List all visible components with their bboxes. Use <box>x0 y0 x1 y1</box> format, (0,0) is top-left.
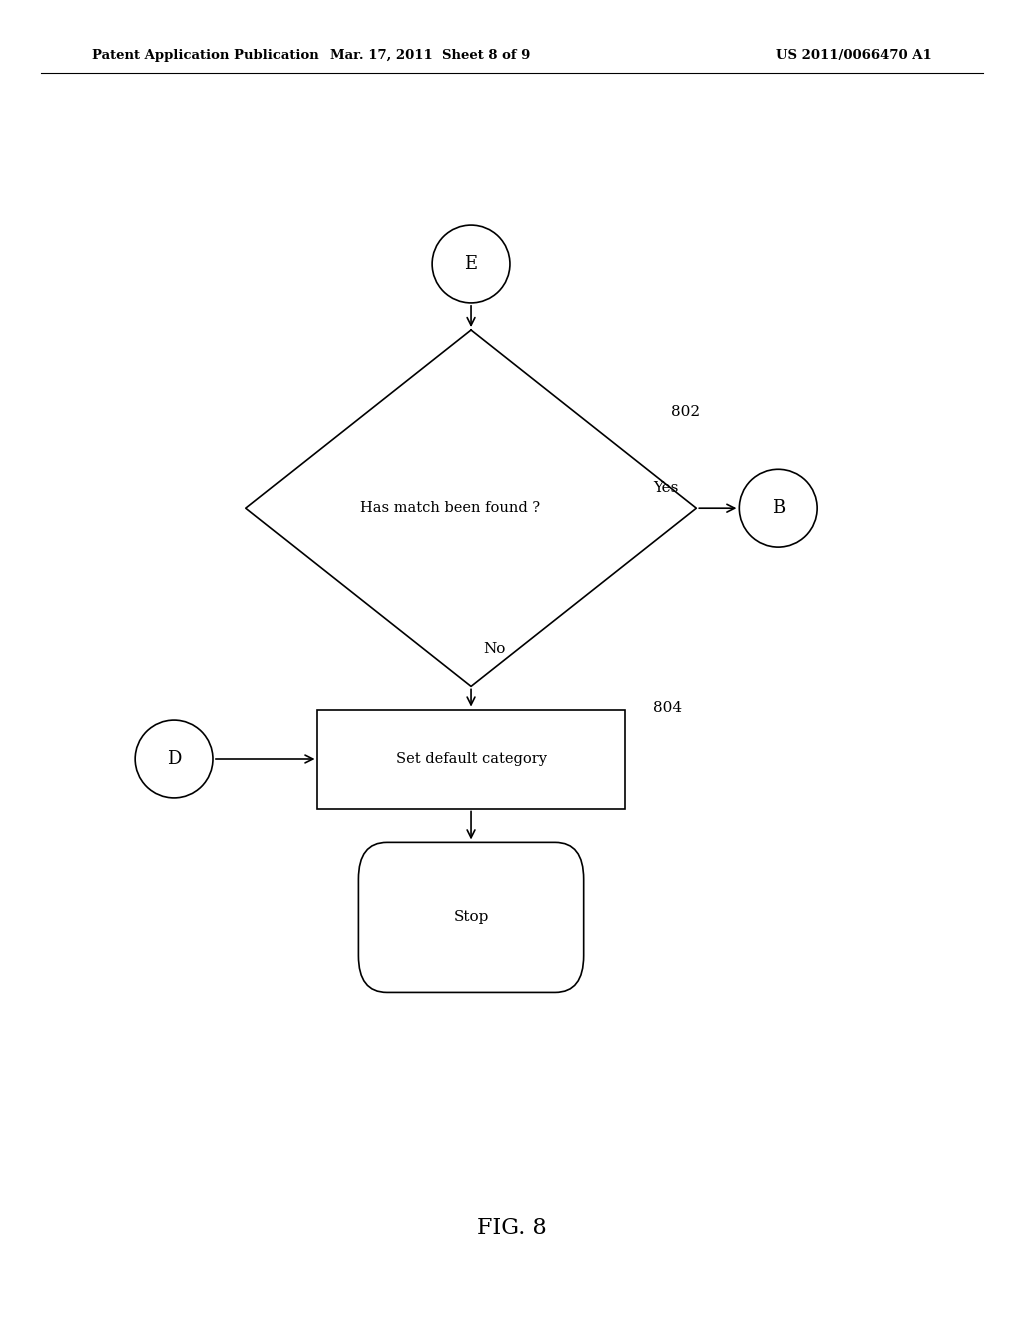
Text: 804: 804 <box>653 701 682 714</box>
Text: FIG. 8: FIG. 8 <box>477 1217 547 1238</box>
Text: Stop: Stop <box>454 911 488 924</box>
Text: US 2011/0066470 A1: US 2011/0066470 A1 <box>776 49 932 62</box>
Bar <box>317 710 625 808</box>
Text: Mar. 17, 2011  Sheet 8 of 9: Mar. 17, 2011 Sheet 8 of 9 <box>330 49 530 62</box>
Text: Yes: Yes <box>653 482 679 495</box>
Text: Set default category: Set default category <box>395 752 547 766</box>
Text: Patent Application Publication: Patent Application Publication <box>92 49 318 62</box>
Text: 802: 802 <box>671 405 699 418</box>
Text: E: E <box>465 255 477 273</box>
Text: No: No <box>483 643 506 656</box>
Text: B: B <box>772 499 784 517</box>
Text: D: D <box>167 750 181 768</box>
Text: Has match been found ?: Has match been found ? <box>360 502 541 515</box>
